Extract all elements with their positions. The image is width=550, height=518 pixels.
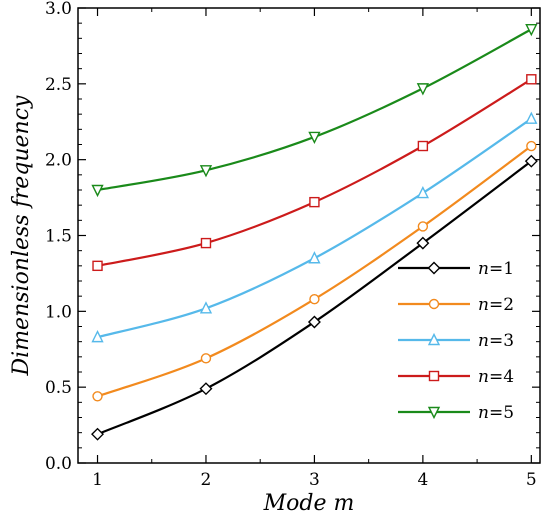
legend-label-n5: n=5	[478, 403, 514, 423]
y-tick-label: 1.5	[45, 227, 72, 247]
series-point-n3	[308, 251, 321, 264]
series-point-n3	[416, 185, 430, 199]
series-point-n5	[416, 83, 430, 96]
series-point-n4	[526, 74, 537, 85]
y-tick-label: 3.0	[45, 0, 72, 19]
x-tick-label: 1	[92, 470, 103, 490]
series-point-n4	[92, 260, 103, 272]
series-point-n5	[91, 184, 104, 198]
y-tick-label: 2.0	[45, 151, 72, 171]
y-axis-label: Dimensionless frequency	[9, 95, 34, 377]
series-point-n5	[308, 131, 321, 144]
series-point-n1	[524, 154, 538, 168]
y-tick-label: 1.0	[45, 302, 72, 322]
series-point-n2	[92, 391, 103, 402]
legend-label-n1: n=1	[478, 259, 514, 279]
series-point-n5	[199, 165, 213, 178]
series-point-n2	[417, 221, 429, 232]
series-point-n4	[200, 237, 212, 249]
legend-label-n3: n=3	[478, 331, 514, 351]
x-tick-label: 4	[417, 470, 428, 490]
series-point-n4	[309, 196, 320, 208]
series-point-n1	[91, 427, 105, 441]
legend-marker-n2	[428, 298, 440, 310]
series-line-n2	[97, 145, 532, 398]
legend-label-n4: n=4	[478, 367, 514, 387]
series-line-n5	[97, 28, 532, 192]
series-point-n1	[307, 315, 321, 329]
plot-frame	[77, 7, 541, 464]
legend-marker-n3	[427, 332, 441, 346]
y-tick-label: 0.0	[45, 454, 72, 474]
series-point-n3	[91, 330, 104, 343]
series-point-n2	[200, 353, 212, 364]
legend-marker-n5	[427, 406, 441, 420]
series-point-n3	[525, 111, 538, 124]
series-point-n5	[525, 24, 538, 37]
legend-marker-n1	[427, 261, 441, 275]
series-line-n4	[97, 78, 532, 267]
y-tick-label: 2.5	[45, 75, 72, 95]
series-point-n1	[416, 236, 430, 250]
series-point-n4	[417, 140, 429, 152]
legend-marker-n4	[428, 370, 440, 382]
series-point-n2	[526, 140, 537, 152]
x-tick-label: 5	[526, 470, 537, 490]
x-axis-label: Mode m	[263, 491, 355, 516]
series-point-n3	[199, 301, 213, 314]
x-tick-label: 2	[201, 470, 212, 490]
series-point-n2	[309, 294, 320, 305]
series-point-n1	[199, 382, 213, 396]
y-tick-label: 0.5	[45, 378, 72, 398]
x-tick-label: 3	[309, 470, 320, 490]
legend-label-n2: n=2	[478, 295, 514, 315]
